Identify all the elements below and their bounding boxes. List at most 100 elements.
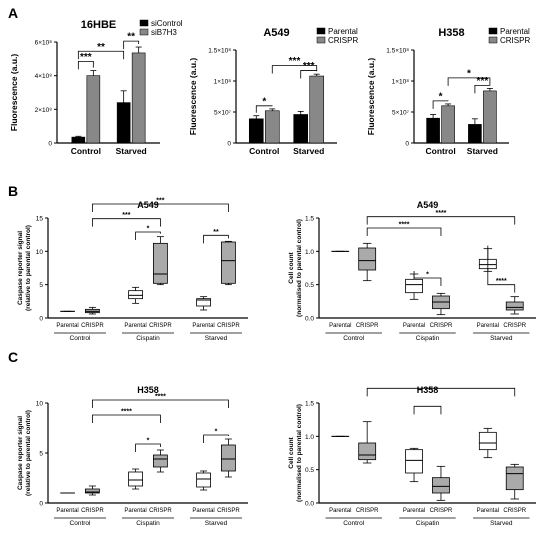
box — [152, 454, 168, 468]
y-tick-label: 1.5 — [305, 401, 314, 408]
significance-label: **** — [436, 210, 447, 217]
significance-label: * — [215, 429, 218, 436]
box-label: CRISPR — [430, 508, 453, 514]
significance-label: ** — [97, 42, 105, 53]
bar — [131, 52, 146, 144]
legend-swatch — [139, 28, 149, 36]
chart-3: A549 0 5 10 15 Caspase reporter signal(relati… — [17, 198, 248, 342]
y-tick-label: 1.0 — [305, 434, 314, 441]
y-tick-label: 2×10⁸ — [35, 107, 53, 114]
box-label: Parental — [477, 323, 499, 329]
significance-bracket — [474, 84, 491, 94]
significance-bracket — [135, 231, 161, 240]
x-tick-label: Starved — [116, 146, 147, 156]
y-axis-label: Cell count(normalised to parental contro… — [288, 219, 303, 317]
box — [128, 471, 144, 487]
box — [358, 247, 377, 271]
box — [505, 301, 524, 311]
significance-bracket — [77, 60, 94, 70]
box — [405, 278, 423, 294]
x-tick-label: Control — [249, 146, 279, 156]
box-label: Parental — [329, 508, 351, 514]
y-tick-label: 1.5 — [305, 216, 314, 223]
significance-label: ** — [127, 32, 135, 43]
significance-bracket — [123, 40, 140, 50]
chart-title: A549 — [417, 200, 439, 210]
significance-bracket — [92, 399, 229, 408]
y-tick-label: 0.5 — [305, 467, 314, 474]
significance-label: *** — [80, 52, 92, 63]
box — [196, 472, 212, 488]
y-tick-label: 0 — [227, 141, 231, 148]
y-tick-label: 5×10⁷ — [214, 110, 232, 117]
box-label: Parental — [329, 323, 351, 329]
significance-label: **** — [399, 222, 410, 229]
significance-bracket — [487, 245, 516, 293]
y-tick-label: 4×10⁸ — [35, 73, 53, 80]
box — [432, 477, 450, 494]
significance-label: *** — [156, 198, 164, 205]
box-label: CRISPR — [149, 323, 172, 329]
y-tick-label: 1×10⁸ — [392, 79, 410, 86]
x-tick-label: Starved — [293, 146, 324, 156]
significance-label: * — [439, 91, 443, 102]
y-tick-label: 0 — [39, 316, 43, 323]
box-label: Parental — [403, 508, 425, 514]
legend-label: CRISPR — [500, 36, 530, 45]
legend-label: siB7H3 — [151, 28, 177, 37]
y-tick-label: 0.0 — [305, 501, 314, 508]
significance-bracket — [92, 218, 161, 227]
box-label: Parental — [192, 508, 214, 514]
significance-bracket — [366, 387, 516, 397]
y-tick-label: 15 — [36, 216, 44, 223]
panel-label-c: C — [8, 349, 18, 365]
y-tick-label: 0 — [39, 501, 43, 508]
significance-label: *** — [477, 76, 489, 87]
x-tick-label: Starved — [467, 146, 498, 156]
bar — [248, 118, 264, 144]
box-label: CRISPR — [356, 323, 379, 329]
y-tick-label: 6×10⁸ — [35, 40, 53, 47]
box-label: Parental — [56, 323, 78, 329]
box-label: Parental — [124, 323, 146, 329]
y-tick-label: 0 — [405, 141, 409, 148]
bar — [86, 75, 101, 144]
bar — [71, 136, 86, 144]
box — [220, 444, 236, 472]
box-label: CRISPR — [81, 508, 104, 514]
y-tick-label: 0 — [48, 141, 52, 148]
group-label: Starved — [205, 520, 228, 527]
chart-2: H358 0 5×10⁷ 1×10⁸ 1.5×10⁸ Fluorescence (a.u.… — [366, 27, 530, 156]
bar — [293, 114, 309, 144]
box-label: CRISPR — [149, 508, 172, 514]
y-tick-label: 5 — [39, 451, 43, 458]
bar — [441, 105, 455, 144]
chart-title: H358 — [417, 385, 439, 395]
significance-bracket — [413, 271, 442, 286]
panel-label-a: A — [8, 5, 18, 21]
chart-0: 16HBE 0 2×10⁸ 4×10⁸ 6×10⁸ Fluorescence (a.u.)… — [9, 19, 183, 156]
group-label: Starved — [205, 335, 228, 342]
significance-bracket — [447, 77, 491, 86]
significance-bracket — [366, 227, 442, 236]
y-tick-label: 1.5×10⁸ — [386, 48, 409, 55]
significance-bracket — [366, 216, 516, 225]
box-label: Parental — [192, 323, 214, 329]
significance-label: ** — [213, 229, 219, 236]
significance-bracket — [300, 70, 318, 79]
y-axis-label: Caspase reporter signal(relative to pare… — [17, 225, 32, 311]
significance-bracket — [203, 234, 229, 244]
bar — [483, 90, 497, 144]
box-label: Parental — [477, 508, 499, 514]
x-tick-label: Control — [71, 146, 101, 156]
significance-bracket — [135, 443, 161, 452]
panel-label-b: B — [8, 183, 18, 199]
y-tick-label: 0.0 — [305, 316, 314, 323]
y-axis-label: Caspase reporter signal(relative to pare… — [17, 410, 32, 496]
y-axis-label: Fluorescence (a.u.) — [188, 58, 198, 136]
significance-bracket — [203, 434, 229, 443]
box-label: Parental — [56, 508, 78, 514]
chart-title: A549 — [137, 200, 159, 210]
